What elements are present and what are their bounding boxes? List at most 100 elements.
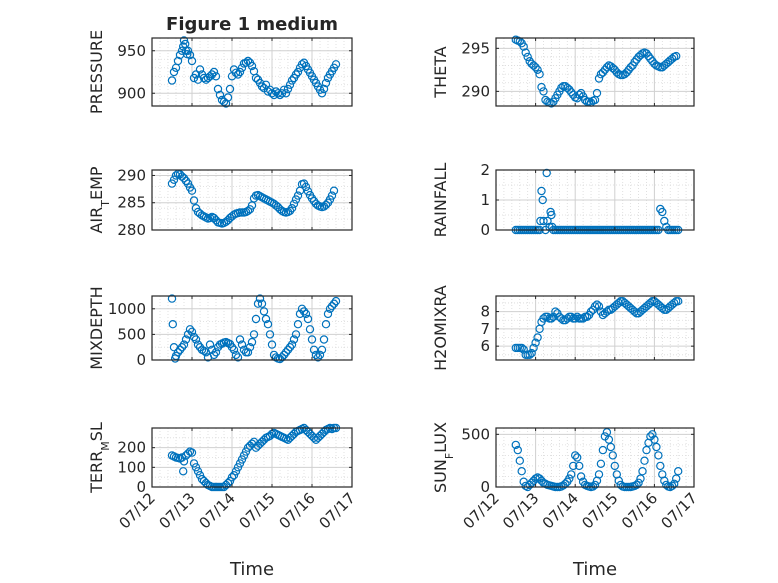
data-point: [515, 456, 525, 465]
data-point: [281, 89, 291, 98]
data-point: [187, 56, 197, 66]
x-axis-label: Time: [572, 559, 617, 580]
data-point: [178, 467, 188, 476]
data-point: [670, 298, 679, 308]
data-point: [674, 297, 683, 306]
data-point: [237, 63, 247, 73]
subplot-1: 900 950 PRESSURE: [87, 30, 353, 114]
data-point: [263, 320, 273, 329]
data-point: [221, 99, 231, 108]
axes-box: [151, 169, 353, 231]
subplot-6: 678 H2OMIXRA: [431, 285, 695, 371]
x-tick-label: 07/14: [196, 489, 239, 532]
series-markers: [167, 169, 339, 228]
data-point: [652, 442, 661, 452]
y-tick-label: 2: [480, 161, 490, 179]
data-point: [547, 210, 556, 220]
data-point: [575, 461, 584, 471]
data-point: [277, 353, 287, 362]
y-tick-label: 6: [480, 337, 490, 355]
data-point: [235, 459, 245, 468]
data-point: [543, 312, 552, 321]
data-point: [289, 199, 299, 208]
data-point: [297, 304, 307, 313]
data-point: [193, 75, 203, 84]
data-point: [642, 49, 651, 58]
series-markers: [167, 36, 341, 108]
data-point: [237, 340, 247, 349]
data-point: [169, 67, 179, 77]
y-axis-label: AIRTEMP: [87, 166, 112, 233]
data-point: [305, 325, 315, 334]
data-point: [291, 330, 301, 339]
data-point: [189, 332, 199, 342]
data-point: [592, 300, 602, 309]
data-point: [331, 296, 341, 306]
data-point: [189, 459, 199, 468]
data-point: [614, 298, 624, 308]
data-point: [567, 87, 576, 97]
data-point: [317, 345, 327, 354]
y-tick-label: 100: [117, 458, 146, 476]
data-point: [531, 63, 540, 72]
data-point: [642, 445, 651, 455]
subplot-4: 0 1 2 RAINFALL: [431, 161, 695, 239]
data-point: [281, 348, 291, 357]
data-point: [672, 474, 681, 483]
series-markers: [167, 294, 341, 364]
data-point: [535, 69, 544, 79]
data-point: [237, 455, 247, 464]
data-point: [223, 93, 233, 102]
data-point: [189, 196, 199, 205]
data-point: [325, 304, 335, 313]
data-point: [293, 320, 303, 329]
data-point: [233, 70, 243, 79]
data-point: [321, 320, 331, 329]
axes-box: [495, 37, 695, 107]
data-point: [293, 191, 303, 200]
data-point: [299, 307, 309, 316]
data-point: [650, 435, 659, 444]
data-point: [630, 57, 639, 67]
y-axis-label: SUNFLUX: [431, 422, 456, 493]
data-point: [267, 340, 277, 349]
data-point: [293, 67, 303, 77]
data-point: [573, 312, 582, 321]
x-tick-label: 07/17: [316, 489, 359, 532]
subplot-2: 290 295 THETA: [431, 35, 695, 108]
data-point: [598, 445, 608, 455]
data-point: [181, 335, 191, 344]
data-point: [551, 307, 560, 316]
data-point: [660, 216, 669, 226]
data-point: [283, 345, 293, 354]
y-tick-label: 280: [117, 221, 146, 239]
y-tick-label: 500: [117, 325, 146, 343]
data-point: [598, 68, 608, 77]
data-point: [542, 168, 551, 178]
data-point: [193, 340, 203, 349]
data-point: [590, 480, 600, 490]
subplot-7: 0100200TERRMSL07/1207/1307/1407/1507/160…: [87, 422, 359, 580]
y-tick-label: 295: [461, 39, 490, 57]
data-point: [273, 89, 283, 98]
data-point: [571, 451, 580, 460]
data-point: [569, 461, 578, 471]
data-point: [578, 314, 588, 323]
data-point: [225, 84, 235, 94]
data-point: [567, 470, 576, 479]
data-point: [533, 333, 542, 342]
y-axis-label: PRESSURE: [87, 30, 106, 114]
data-point: [301, 182, 311, 192]
data-point: [672, 51, 681, 61]
data-point: [229, 471, 239, 480]
y-axis-label: TERRMSL: [87, 422, 112, 494]
y-axis-label: THETA: [431, 46, 450, 98]
data-point: [265, 330, 275, 339]
y-tick-label: 0: [480, 478, 490, 496]
data-point: [606, 442, 616, 452]
data-point: [231, 68, 241, 78]
data-point: [195, 65, 205, 74]
data-point: [525, 350, 534, 359]
data-point: [538, 195, 547, 205]
